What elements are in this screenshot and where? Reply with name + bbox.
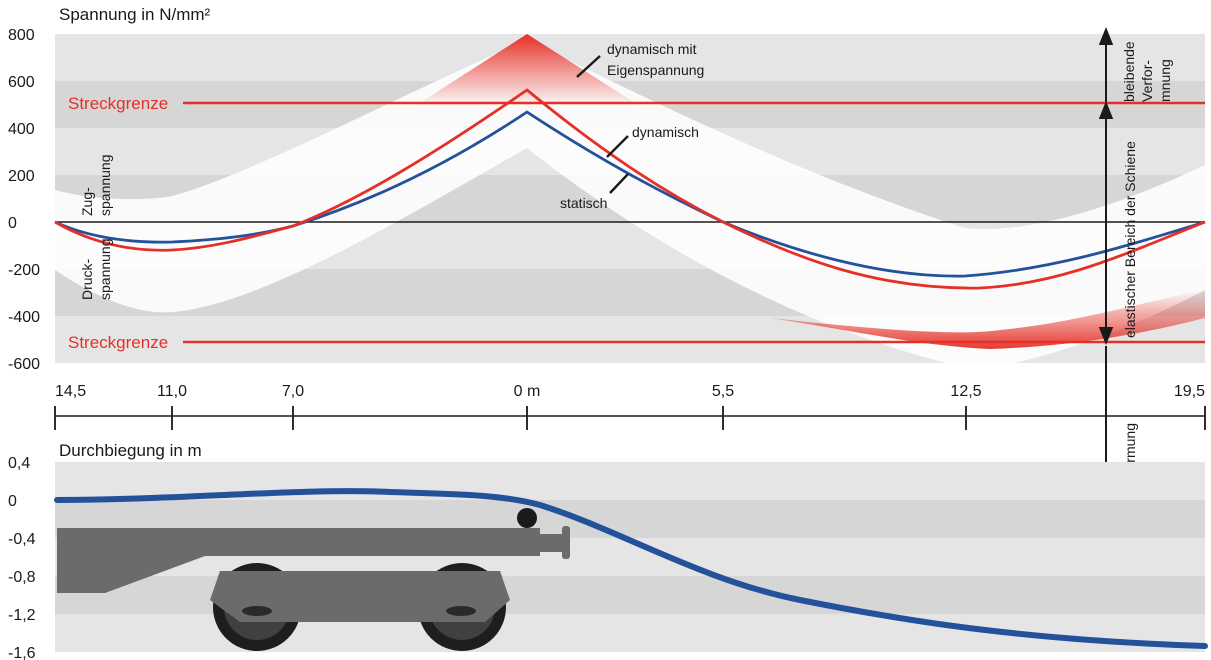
leader-dyn-eigen: [576, 55, 601, 78]
wagon-buffer-rod: [540, 534, 564, 552]
label-verform-3: mnung: [1157, 59, 1173, 102]
position-tick-label: 14,5: [55, 383, 86, 400]
label-zug-1: Zug-: [79, 187, 95, 216]
deflection-chart-title: Durchbiegung in m: [59, 441, 202, 460]
stress-y-tick-labels: 800 600 400 200 0 -200 -400 -600: [8, 27, 40, 373]
position-tick-label: 7,0: [282, 383, 304, 400]
deflection-y-tick: -1,6: [8, 645, 36, 660]
yield-limit-upper-label: Streckgrenze: [68, 94, 168, 113]
wagon-buffer-plate: [562, 526, 570, 559]
deflection-chart: 0,4 0 -0,4 -0,8 -1,2 -1,6 Durchbiegung in m: [8, 441, 1208, 660]
stress-y-tick: 600: [8, 74, 35, 91]
deflection-y-tick: -0,8: [8, 569, 36, 586]
stress-band-0: [55, 34, 1205, 81]
stress-y-tick: 400: [8, 121, 35, 138]
bogie-hole-right: [446, 606, 476, 616]
position-axis: 14,5 11,0 7,0 0 m 5,5 12,5 19,5: [54, 383, 1206, 430]
label-dyn-eigen-2: Eigenspannung: [607, 62, 704, 78]
leader-dynamisch: [606, 135, 629, 158]
deflection-y-tick: -0,4: [8, 531, 36, 548]
label-druck-2: spannung: [97, 238, 113, 300]
yield-limit-lower-label: Streckgrenze: [68, 333, 168, 352]
label-verform-1: bleibende: [1121, 41, 1137, 102]
label-druck-1: Druck-: [79, 258, 95, 300]
dynamic-stress-curve: [54, 88, 1206, 290]
label-statisch: statisch: [560, 195, 607, 211]
stress-y-tick: 200: [8, 168, 35, 185]
label-dynamisch: dynamisch: [632, 124, 699, 140]
stress-y-tick: 0: [8, 215, 17, 232]
deflection-curve: [54, 488, 1208, 649]
stress-y-tick: -200: [8, 262, 40, 279]
deflection-y-tick: 0: [8, 493, 17, 510]
position-tick-label: 12,5: [950, 383, 981, 400]
stress-envelope-band: [55, 40, 1205, 370]
position-tick-label: 5,5: [712, 383, 734, 400]
position-tick-label: 0 m: [514, 383, 541, 400]
leader-statisch: [609, 173, 629, 194]
rail-contact-point: [517, 508, 537, 528]
position-axis-ticks: 14,5 11,0 7,0 0 m 5,5 12,5 19,5: [54, 383, 1206, 430]
residual-stress-peak-zone: [415, 34, 640, 106]
residual-stress-trough-zone: [770, 290, 1205, 349]
wagon-frame: [57, 528, 540, 593]
bogie-hole-left: [242, 606, 272, 616]
deflection-y-tick-labels: 0,4 0 -0,4 -0,8 -1,2 -1,6: [8, 455, 36, 660]
label-zug-2: spannung: [97, 154, 113, 216]
stress-y-tick: -400: [8, 309, 40, 326]
wagon-illustration: [57, 508, 570, 651]
position-tick-label: 19,5: [1174, 383, 1205, 400]
label-elastic-range: elastischer Bereich der Schiene: [1122, 141, 1138, 338]
stress-y-tick: 800: [8, 27, 35, 44]
label-dyn-eigen-1: dynamisch mit: [607, 41, 697, 57]
deflection-y-tick: 0,4: [8, 455, 30, 472]
position-tick-label: 11,0: [157, 383, 187, 400]
static-stress-curve: [54, 110, 1206, 278]
stress-chart-title: Spannung in N/mm²: [59, 5, 211, 24]
stress-chart: 800 600 400 200 0 -200 -400 -600 Spannung in N/…: [8, 5, 1206, 571]
bogie-body: [210, 571, 510, 622]
stress-y-tick: -600: [8, 356, 40, 373]
deflection-y-tick: -1,2: [8, 607, 36, 624]
label-verform-2: Verfor-: [1139, 60, 1155, 102]
